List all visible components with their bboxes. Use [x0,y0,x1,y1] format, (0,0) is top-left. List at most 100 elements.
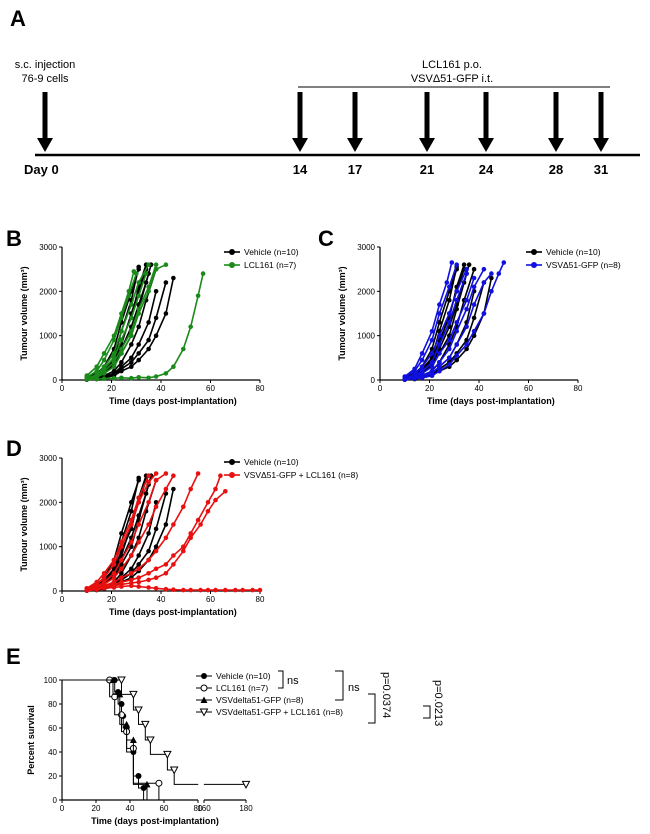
data-point [464,306,469,312]
data-point [471,275,477,281]
data-point [163,750,172,759]
growth-curve [86,271,135,377]
data-point [454,357,460,363]
data-point [146,346,151,352]
x-axis-label: Time (days post-implantation) [427,396,555,406]
y-tick-label: 0 [371,376,376,385]
chart-D: 0 20 40 60 80 0 1000 2000 3000 Time (days post-im… [19,454,358,617]
data-point [200,271,206,276]
data-point [464,342,469,347]
data-point [116,690,124,698]
x-tick-label: 40 [157,595,166,604]
data-point [171,473,176,479]
data-point [223,489,228,494]
data-point [155,779,163,787]
series-vsv-51-gfp [402,260,507,382]
data-point [129,355,134,361]
data-point [181,548,186,554]
data-point [437,311,442,316]
data-point [101,351,107,356]
y-tick-label: 1000 [39,332,57,341]
panel-letter-e: E [6,644,21,669]
injection-label-line1: s.c. injection [15,59,76,71]
data-point [111,375,117,381]
data-point [101,376,107,382]
data-point [454,353,460,358]
data-point [171,562,176,567]
data-point [163,535,169,541]
x-tick-label: 80 [574,384,583,393]
data-point [447,284,452,290]
series-lcl161 [84,262,206,382]
data-point [119,575,124,580]
panel-letter-a: A [10,6,26,31]
data-point [471,284,477,290]
data-point [111,571,117,576]
data-point [489,275,494,281]
x-axis-label: Time (days post-implantation) [91,816,219,826]
data-point [171,553,176,558]
data-point [101,571,107,576]
data-point [454,262,460,268]
data-point [199,708,209,717]
data-point [461,262,467,268]
data-point [136,357,141,363]
y-tick-label: 3000 [357,243,375,252]
data-point [449,260,455,265]
data-point [119,566,124,572]
x-axis-label: Time (days post-implantation) [109,396,237,406]
data-point [163,262,169,268]
data-point [171,522,176,527]
data-point [136,522,141,527]
data-point [447,297,452,303]
data-point [129,333,134,339]
x-tick-label: 0 [60,595,65,604]
bracket-p1 [368,693,376,724]
data-point [140,720,150,729]
data-point [195,517,201,523]
injection-label-line2: 76-9 cells [21,73,69,85]
data-point [481,311,487,316]
legend-marker [229,249,235,255]
y-tick-label: 0 [53,587,58,596]
data-point [101,586,107,591]
data-point [119,315,124,321]
data-point [146,262,151,268]
data-point [136,351,141,356]
data-point [195,471,201,476]
legend-marker [229,459,235,465]
data-point [437,368,442,374]
x-tick-label: 40 [475,384,484,393]
data-point [136,579,141,585]
data-point [188,486,193,492]
data-point [241,780,251,789]
x-tick-label: 40 [157,384,166,393]
data-point [129,315,134,321]
data-point [153,266,159,272]
data-point [101,575,107,580]
data-point [111,364,117,370]
day0-label: Day 0 [24,162,59,177]
data-point [163,311,169,316]
arrow-day-21-head [419,138,435,152]
data-point [146,531,151,536]
legend-label: VSVdelta51-GFP + LCL161 (n=8) [216,707,343,717]
data-point [129,302,134,307]
data-point [201,673,207,679]
data-point [134,706,143,715]
data-point [143,780,151,788]
data-point [471,315,477,321]
data-point [481,280,487,285]
x-tick-label: 60 [524,384,533,393]
y-axis-label: Tumour volume (mm³) [337,266,347,360]
data-point [188,535,193,541]
data-point [153,333,159,339]
x-tick-label: 0 [378,384,383,393]
data-point [136,553,141,558]
data-point [136,584,141,589]
data-point [213,587,218,593]
data-point [136,324,141,330]
data-point [146,522,151,527]
data-point [129,553,134,558]
